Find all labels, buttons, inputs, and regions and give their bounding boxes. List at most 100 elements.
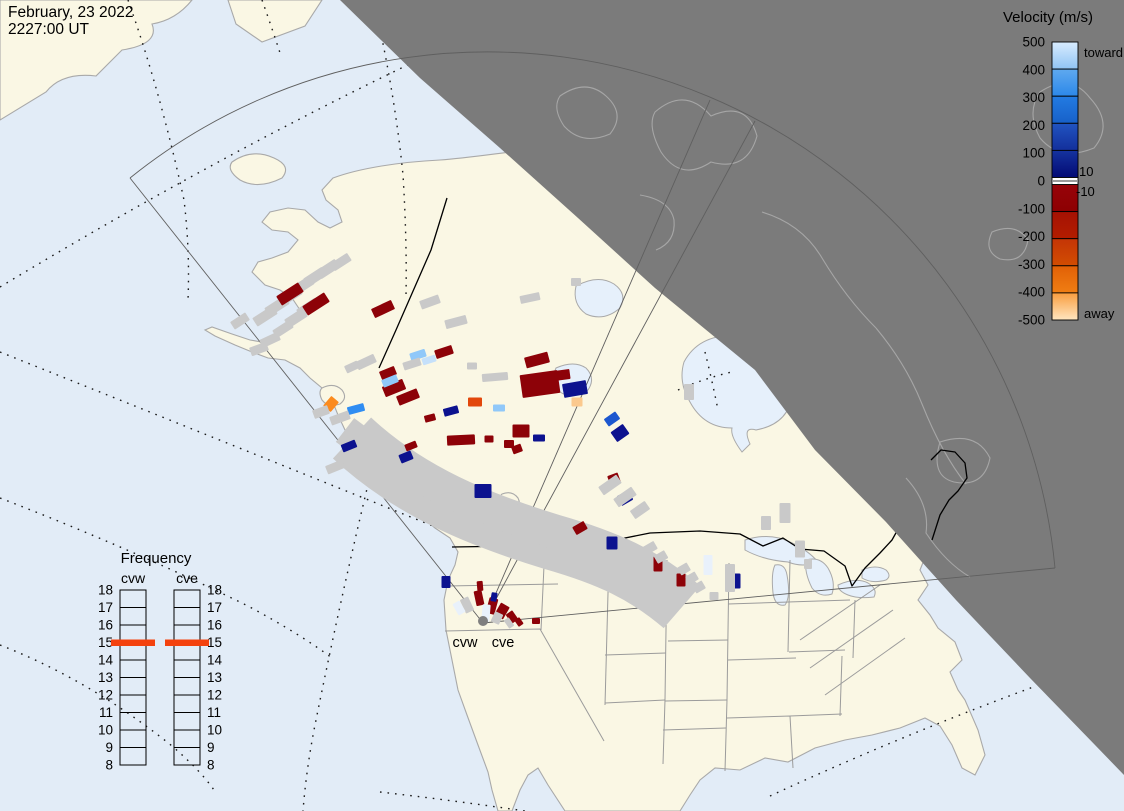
date-text: February, 23 2022 (8, 4, 134, 21)
velocity-cell (610, 424, 630, 442)
velocity-cell (249, 341, 269, 357)
velocity-cell (512, 424, 530, 438)
velocity-cell (692, 580, 706, 594)
velocity-tick-label: 0 (1037, 174, 1045, 189)
lake-erie (837, 579, 876, 599)
velocity-cell (346, 403, 366, 415)
frequency-active-marker (111, 639, 155, 646)
velocity-cell (606, 536, 618, 550)
velocity-cell (421, 354, 437, 366)
velocity-cell (452, 600, 466, 616)
lake-ontario (861, 566, 890, 583)
radar-label-cve: cve (492, 635, 515, 651)
velocity-cell (476, 580, 484, 592)
colorbar-segment (1051, 149, 1079, 178)
radar-site-dot (478, 616, 488, 626)
colorbar-segment (1051, 68, 1079, 97)
velocity-cell (474, 484, 492, 498)
velocity-cell (230, 312, 250, 330)
upper-threshold-label: 10 (1079, 164, 1093, 179)
velocity-cell (571, 397, 583, 407)
great-bear-lake (574, 279, 624, 318)
frequency-scale-cell (173, 747, 201, 766)
victoria-east-outline (639, 194, 675, 251)
frequency-tick-label: 16 (98, 618, 113, 633)
frequency-tick-label: 15 (207, 635, 222, 650)
frequency-active-marker (165, 639, 209, 646)
velocity-tick-label: -200 (1018, 229, 1045, 244)
velocity-cell (381, 374, 399, 388)
alaska-yukon-border (378, 197, 448, 369)
velocity-cells (230, 253, 812, 629)
velocity-cell (419, 294, 441, 310)
ne-island-outline (988, 227, 1029, 261)
velocity-cell (276, 282, 304, 306)
toward-label: toward (1084, 45, 1123, 60)
land-chukotka-east (227, 0, 323, 43)
frequency-tick-label: 10 (207, 723, 222, 738)
velocity-cell (504, 617, 514, 629)
away-label: away (1084, 306, 1115, 321)
frequency-tick-label: 17 (207, 600, 222, 615)
velocity-cell (653, 550, 669, 564)
velocity-cell (490, 592, 498, 602)
velocity-cell (484, 435, 494, 443)
ungava-coast (761, 211, 877, 329)
velocity-tick-label: 500 (1022, 35, 1045, 50)
velocity-cell (446, 434, 476, 446)
frequency-tick-label: 16 (207, 618, 222, 633)
terminator (340, 0, 1124, 775)
gulf-st-lawrence-outline (936, 437, 991, 484)
velocity-cell (325, 459, 345, 475)
velocity-cell (571, 278, 581, 286)
lake-huron (805, 558, 834, 596)
velocity-cell (467, 362, 477, 370)
velocity-cell (424, 413, 436, 423)
island-kodiak (319, 384, 346, 406)
radar-label-cvw: cvw (453, 635, 479, 651)
colorbar-segment (1051, 41, 1079, 70)
velocity-cell (340, 449, 364, 467)
velocity-cell (409, 348, 427, 362)
lake-michigan (771, 564, 790, 606)
velocity-cell (382, 379, 406, 397)
velocity-cell (312, 405, 330, 419)
colorbar-segment (1051, 211, 1079, 240)
frequency-tick-label: 11 (207, 705, 221, 720)
velocity-cell (572, 521, 588, 535)
velocity-tick-label: -100 (1018, 201, 1045, 216)
frequency-tick-label: 17 (98, 600, 113, 615)
velocity-cell (355, 354, 377, 370)
velocity-cell (490, 611, 504, 625)
velocity-cell (533, 434, 545, 442)
velocity-cell (779, 503, 791, 523)
colorbar-segment (1051, 184, 1079, 213)
frequency-tick-label: 18 (207, 583, 222, 598)
velocity-legend: Velocity (m/s) 500 400 300 200 100 0 -100 -200 -… (1003, 9, 1123, 328)
velocity-cell (676, 573, 686, 587)
velocity-cell (434, 345, 454, 359)
colorbar-segment (1051, 238, 1079, 267)
frequency-tick-label: 13 (98, 670, 113, 685)
velocity-cell (371, 300, 395, 318)
velocity-cell (398, 450, 414, 464)
velocity-cell (302, 292, 330, 316)
colorbar-segment (1051, 95, 1079, 124)
velocity-cell (329, 410, 351, 426)
labrador-coast (875, 327, 967, 485)
velocity-cell (473, 590, 485, 606)
velocity-cell (630, 501, 650, 519)
velocity-cell (344, 360, 360, 374)
velocity-tick-label: -500 (1018, 313, 1045, 328)
velocity-legend-title: Velocity (m/s) (1003, 9, 1093, 26)
velocity-cell (761, 516, 771, 530)
fan-right-edge (482, 567, 1056, 624)
velocity-cell (703, 555, 713, 575)
velocity-cell (460, 596, 474, 614)
fan-outer-arc (129, 51, 1056, 569)
frequency-tick-label: 14 (207, 653, 223, 668)
frequency-column-label-cvw: cvw (121, 570, 146, 586)
frequency-tick-label: 12 (207, 688, 222, 703)
